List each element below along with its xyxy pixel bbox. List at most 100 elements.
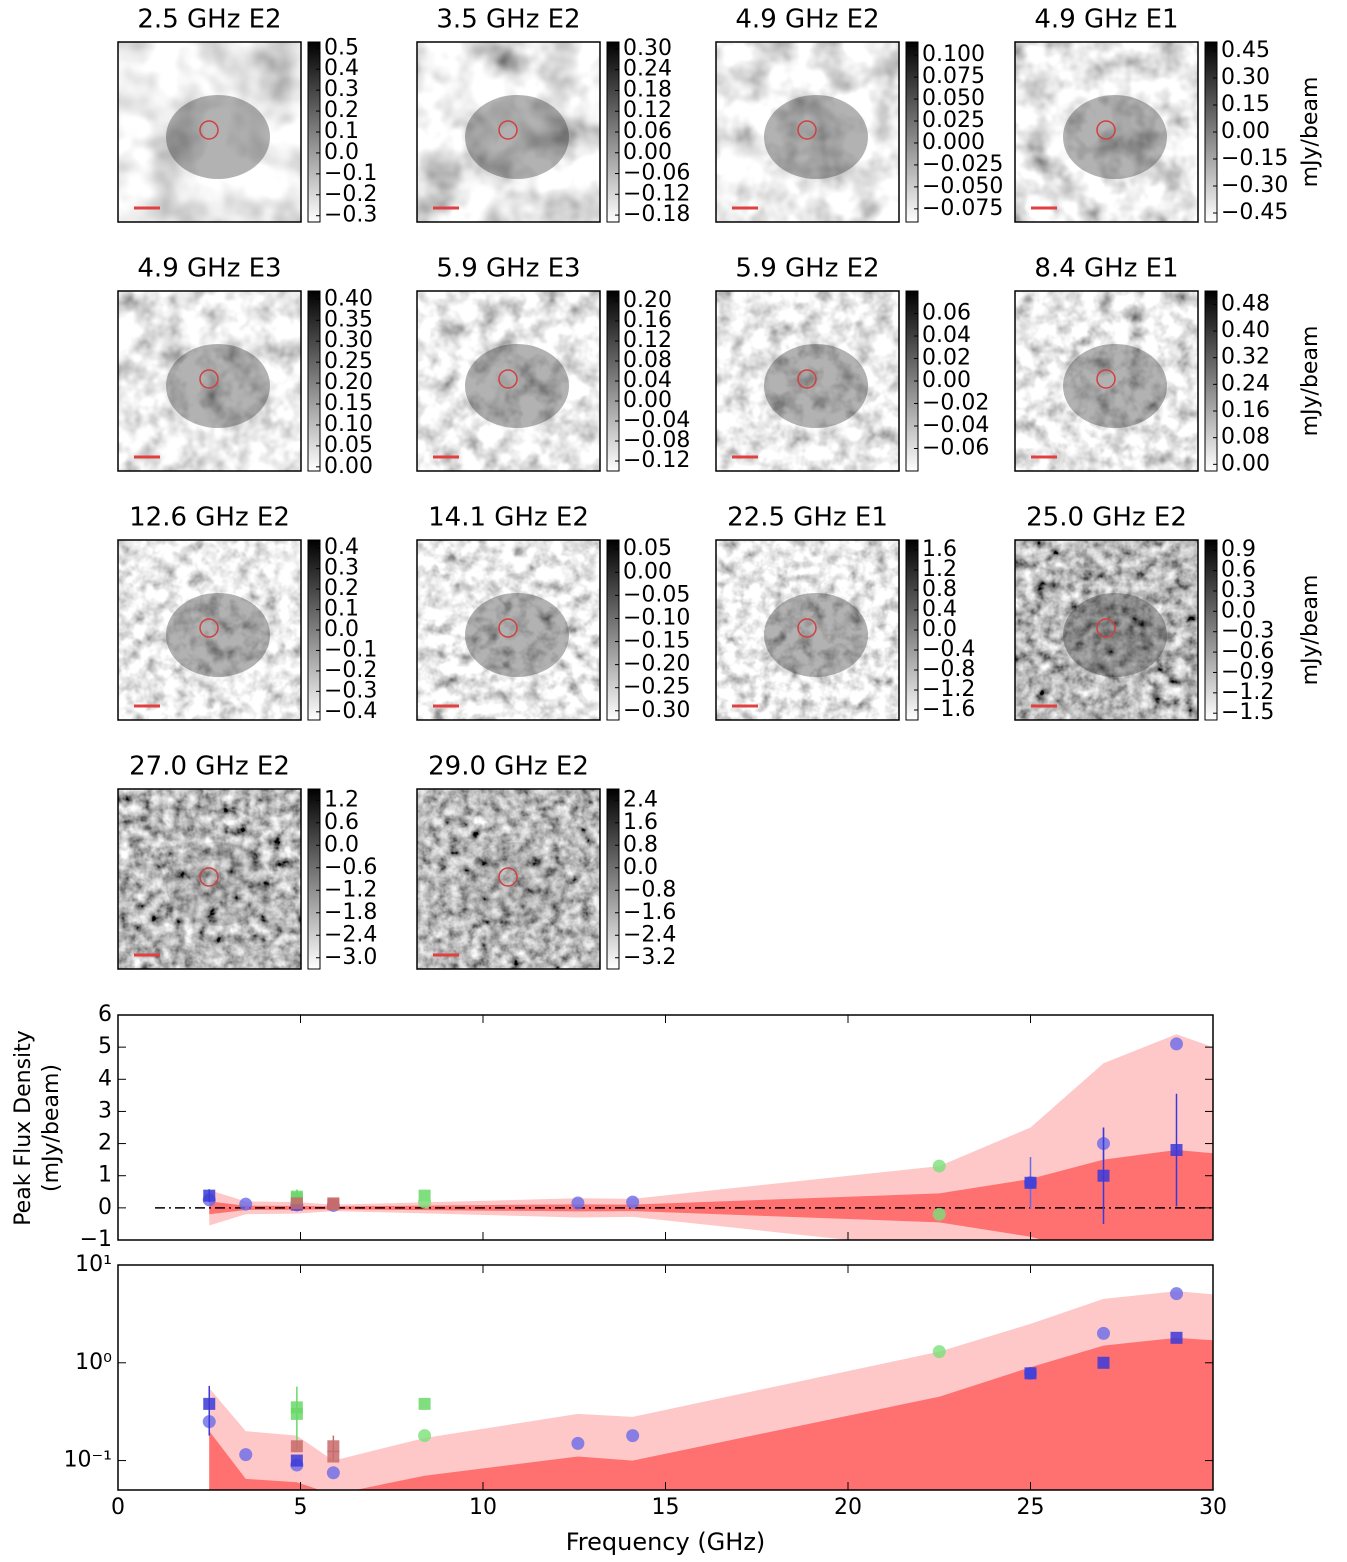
colorbar [1204, 290, 1218, 472]
colorbar-tick-label: 1.6 [922, 537, 957, 562]
colorbar-tick-label: −2.4 [324, 922, 377, 947]
colorbar [606, 539, 620, 721]
colorbar-tick-label: −0.3 [1221, 619, 1274, 644]
image-texture [1015, 540, 1198, 720]
colorbar-tick-label: 0.45 [1221, 38, 1270, 63]
colorbar-tick-label: 0.075 [922, 64, 985, 89]
image-texture [417, 540, 600, 720]
plot-area [155, 1034, 1213, 1240]
colorbar-tick-label: 0.15 [324, 391, 373, 416]
y-tick-label: 0 [98, 1195, 112, 1220]
colorbar-tick-label: 0.24 [623, 57, 672, 82]
source-marker [1096, 618, 1116, 638]
colorbar-tick-label: −1.6 [922, 697, 975, 722]
colorbar-tick-label: 0.0 [324, 617, 359, 642]
colorbar-tick-label: 1.2 [922, 557, 957, 582]
colorbar-tick-label: −3.2 [623, 945, 676, 970]
source-emission [1063, 593, 1167, 677]
colorbar-tick-label: −0.1 [324, 637, 377, 662]
image-texture [716, 540, 899, 720]
colorbar-label: mJy/beam [1298, 326, 1323, 437]
colorbar-tick-label: 0.0 [324, 140, 359, 165]
colorbar-tick-label: −0.025 [922, 152, 1003, 177]
colorbar-tick-label: −0.30 [1221, 173, 1288, 198]
colorbar-tick-label: 0.32 [1221, 345, 1270, 370]
data-point [1170, 1287, 1183, 1301]
colorbar-tick-label: −0.1 [324, 161, 377, 186]
source-marker [1096, 120, 1116, 140]
y-tick-label: 3 [98, 1098, 112, 1123]
source-emission [166, 842, 270, 926]
x-tick-label: 20 [834, 1495, 862, 1520]
colorbar-tick-label: 0.5 [324, 35, 359, 60]
band-area [209, 1034, 1213, 1208]
colorbar-tick-label: 0.000 [922, 130, 985, 155]
source-emission [1063, 95, 1167, 179]
image-texture [118, 540, 301, 720]
colorbar-tick-label: 0.3 [324, 77, 359, 102]
image-frame [715, 41, 900, 223]
colorbar [1204, 539, 1218, 721]
colorbar-tick-label: −0.05 [623, 582, 690, 607]
x-tick-label: 15 [652, 1495, 680, 1520]
data-point [1097, 1356, 1110, 1369]
image-texture [118, 291, 301, 471]
colorbar-tick-label: −0.06 [922, 436, 989, 461]
image-frame [1014, 41, 1199, 223]
data-point [290, 1407, 303, 1420]
colorbar-tick-label: −0.050 [922, 174, 1003, 199]
colorbar-tick-label: 0.02 [922, 346, 971, 371]
colorbar-tick-label: 0.16 [623, 308, 672, 333]
colorbar-tick-label: 1.6 [623, 810, 658, 835]
image-texture [118, 42, 301, 222]
colorbar [307, 290, 321, 472]
colorbar-label: mJy/beam [1298, 575, 1323, 686]
y-tick-label: 4 [98, 1066, 112, 1091]
data-point [1024, 1176, 1037, 1189]
colorbar-tick-label: −0.3 [324, 203, 377, 228]
data-point [326, 1466, 340, 1480]
panel-title: 22.5 GHz E1 [727, 503, 888, 533]
colorbar-tick-label: 0.6 [1221, 558, 1256, 583]
plot-area [202, 1287, 1213, 1490]
colorbar-tick-label: −1.2 [1221, 680, 1274, 705]
colorbar-tick-label: 0.18 [623, 77, 672, 102]
image-texture [118, 789, 301, 969]
colorbar-tick-label: −0.2 [324, 182, 377, 207]
image-frame [1014, 290, 1199, 472]
colorbar-tick-label: 0.25 [324, 349, 373, 374]
source-emission [465, 95, 569, 179]
source-emission [166, 344, 270, 428]
x-tick-label: 5 [294, 1495, 308, 1520]
data-point [290, 1440, 303, 1453]
colorbar-tick-label: 0.00 [623, 140, 672, 165]
colorbar-tick-label: 0.12 [623, 98, 672, 123]
colorbar-tick-label: 0.40 [1221, 318, 1270, 343]
data-point [418, 1195, 432, 1209]
colorbar-tick-label: 0.0 [1221, 598, 1256, 623]
colorbar-tick-label: 0.00 [324, 454, 373, 479]
colorbar-tick-label: −1.5 [1221, 700, 1274, 725]
colorbar-tick-label: 0.6 [324, 810, 359, 835]
colorbar-tick-label: −0.45 [1221, 200, 1288, 225]
colorbar-tick-label: −0.18 [623, 202, 690, 227]
panel-title: 4.9 GHz E3 [137, 254, 281, 284]
panel-title: 4.9 GHz E2 [735, 5, 879, 35]
image-frame [715, 539, 900, 721]
colorbar-tick-label: 0.3 [1221, 578, 1256, 603]
data-point [1097, 1326, 1110, 1340]
colorbar-tick-label: −0.04 [623, 408, 690, 433]
colorbar-tick-label: −0.8 [623, 877, 676, 902]
panel-title: 25.0 GHz E2 [1026, 503, 1187, 533]
colorbar-tick-label: 0.2 [324, 576, 359, 601]
source-emission [1063, 344, 1167, 428]
image-texture [417, 42, 600, 222]
colorbar-tick-label: 0.40 [324, 286, 373, 311]
source-marker [498, 120, 518, 140]
colorbar-tick-label: 0.06 [623, 119, 672, 144]
colorbar-tick-label: 0.4 [324, 56, 359, 81]
colorbar-tick-label: 0.12 [623, 328, 672, 353]
x-tick-label: 30 [1199, 1495, 1227, 1520]
data-point [327, 1440, 340, 1453]
colorbar-tick-label: −3.0 [324, 945, 377, 970]
